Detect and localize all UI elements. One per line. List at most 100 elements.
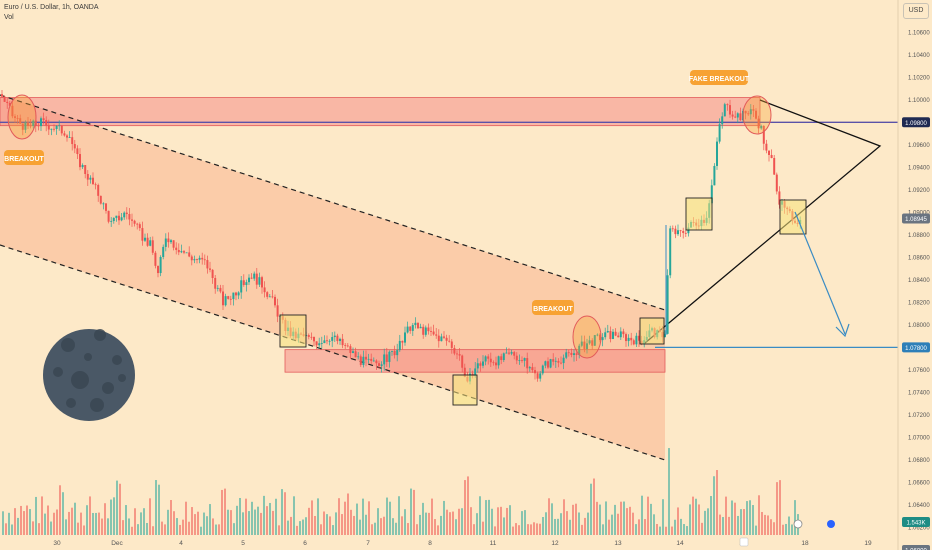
candle-body: [424, 327, 427, 335]
volume-bar: [722, 517, 724, 535]
candle-body: [138, 224, 141, 229]
candle-body: [723, 104, 726, 117]
volume-bar: [635, 524, 637, 535]
candle-body: [417, 322, 419, 329]
volume-bar: [41, 496, 43, 535]
candle-body: [261, 277, 263, 288]
volume-bar: [434, 519, 436, 535]
candle-body: [380, 364, 383, 366]
candle-body: [71, 137, 74, 145]
candle-body: [768, 150, 770, 155]
volume-bar: [470, 507, 472, 535]
candle-body: [185, 252, 188, 254]
volume-bar: [620, 501, 622, 535]
volume-bar: [89, 496, 91, 535]
candle-body: [159, 257, 162, 274]
volume-bar: [773, 522, 775, 535]
volume-bar: [110, 499, 112, 535]
volume-bar: [341, 514, 343, 535]
candle-body: [404, 332, 406, 343]
volume-bar: [209, 504, 211, 535]
price-badge: 1.07800: [902, 342, 930, 353]
volume-bar: [38, 523, 40, 535]
volume-bar: [473, 524, 475, 535]
price-badge-text: 1.06000: [905, 549, 927, 550]
candle-body: [349, 346, 352, 353]
channel-fill: [0, 95, 665, 460]
price-badge-bg: [902, 545, 930, 550]
x-tick-label: 19: [864, 540, 872, 547]
candle-body: [372, 360, 375, 362]
candle-body: [515, 355, 518, 361]
volume-bar: [608, 519, 610, 535]
volume-bar: [647, 496, 649, 535]
volume-bar: [185, 501, 187, 535]
candle-body: [362, 356, 365, 365]
volume-bar: [311, 500, 313, 535]
candle-body: [227, 296, 230, 299]
candle-body: [557, 360, 560, 363]
candle-body: [567, 352, 570, 354]
volume-bar: [329, 516, 331, 535]
volume-bar: [164, 524, 166, 535]
volume-bar: [173, 511, 175, 535]
candle-body: [638, 335, 640, 341]
candle-body: [370, 358, 373, 361]
resistance-zone: [0, 97, 761, 127]
volume-bar: [35, 496, 37, 535]
candle-body: [570, 352, 573, 355]
volume-bar: [674, 519, 676, 535]
volume-bar: [53, 512, 55, 535]
volume-bar: [644, 519, 646, 535]
candle-body: [401, 340, 404, 343]
plot-area: BREAKOUT BREAKOUT FAKE BREAKOUT: [0, 70, 898, 535]
volume-bar: [602, 524, 604, 535]
volume-bar: [626, 508, 628, 535]
annotation-label-bg: [532, 300, 574, 315]
volume-bar: [104, 503, 106, 535]
volume-bar: [500, 506, 502, 535]
volume-bar: [767, 515, 769, 535]
candle-body: [671, 228, 674, 230]
volume-bar: [488, 499, 490, 535]
candle-body: [627, 337, 630, 342]
candle-body: [144, 237, 146, 241]
volume-bar: [74, 502, 76, 535]
volume-bar: [629, 506, 631, 535]
y-tick-label: 1.10400: [908, 53, 930, 59]
volume-bar: [65, 519, 67, 535]
candle-body: [229, 298, 232, 300]
candle-body: [760, 125, 763, 129]
candle-body: [248, 277, 250, 283]
volume-bar: [314, 515, 316, 535]
volume-bar: [458, 508, 460, 535]
candle-body: [141, 228, 144, 241]
candle-body: [6, 101, 9, 103]
volume-bar: [533, 522, 535, 535]
volume-bar: [335, 512, 337, 535]
volume-bar: [332, 525, 334, 535]
volume-bar: [782, 524, 784, 535]
candle-body: [16, 117, 19, 119]
candle-body: [146, 237, 149, 246]
candle-body: [713, 165, 716, 186]
volume-bar: [413, 489, 415, 535]
candle-body: [336, 335, 339, 342]
volume-bar: [356, 503, 358, 535]
candle-body: [427, 327, 430, 332]
candle-body: [120, 217, 123, 221]
volume-bar: [737, 515, 739, 535]
volume-bar: [548, 498, 550, 535]
currency-button[interactable]: USD: [903, 3, 929, 19]
target-arrow-head: [835, 323, 850, 338]
candle-body: [21, 123, 24, 130]
y-tick-label: 1.10200: [908, 75, 930, 81]
volume-bar: [791, 524, 793, 535]
candle-body: [50, 128, 53, 130]
volume-bar: [212, 518, 214, 535]
candle-body: [250, 277, 253, 279]
volume-bar: [536, 523, 538, 535]
candle-body: [583, 341, 586, 349]
volume-bar: [464, 480, 466, 535]
